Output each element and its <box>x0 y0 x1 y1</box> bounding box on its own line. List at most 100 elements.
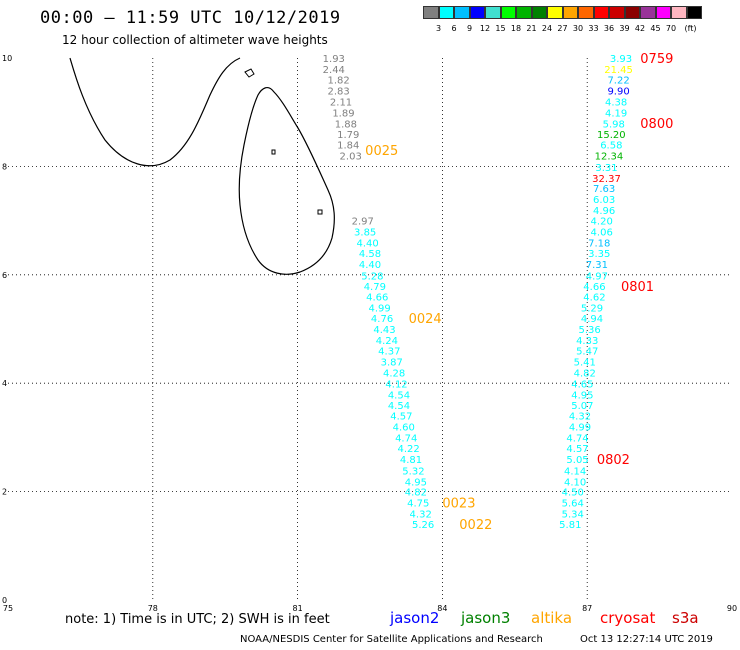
swh-value: 4.82 <box>405 488 427 499</box>
swh-value: 4.95 <box>405 477 427 488</box>
coast-islet-3 <box>317 209 323 215</box>
swh-value: 4.50 <box>562 488 584 499</box>
swh-value: 4.33 <box>576 336 598 347</box>
swh-value: 4.54 <box>388 401 410 412</box>
pass-time-label: 0801 <box>621 280 654 295</box>
swh-value: 12.34 <box>595 152 624 163</box>
swh-value: 4.20 <box>591 217 613 228</box>
swh-value: 5.32 <box>402 466 424 477</box>
satellite-altika: altika <box>531 609 573 627</box>
swh-value: 5.47 <box>576 347 598 358</box>
color-scale-label: 36 <box>603 24 615 33</box>
swh-value: 32.37 <box>592 174 621 185</box>
color-swatch <box>485 6 501 19</box>
pass-time-label: 0022 <box>459 518 492 533</box>
generated-timestamp: Oct 13 12:27:14 UTC 2019 <box>580 634 713 645</box>
axes: 75 78 81 84 87 90 0 2 4 6 8 10 <box>2 54 737 613</box>
color-swatch <box>562 6 578 19</box>
swh-value: 3.85 <box>354 227 376 238</box>
x-tick-label: 78 <box>148 604 158 613</box>
swh-value: 2.44 <box>323 65 345 76</box>
y-tick-label: 6 <box>2 271 7 280</box>
swh-value: 4.81 <box>400 455 422 466</box>
swh-value: 7.31 <box>586 260 608 271</box>
swh-value: 2.97 <box>352 217 374 228</box>
color-swatch <box>640 6 656 19</box>
swh-value: 5.28 <box>361 271 383 282</box>
chart-title: 00:00 – 11:59 UTC 10/12/2019 <box>40 8 341 28</box>
pass-time-labels: 0025 0024 0023 0022 0759 0800 0801 0802 <box>365 52 673 533</box>
color-scale-label: 9 <box>466 24 473 33</box>
swh-value: 5.26 <box>412 520 434 531</box>
swh-value: 7.22 <box>607 76 629 87</box>
color-scale-label: 70 <box>665 24 677 33</box>
color-swatch <box>516 6 532 19</box>
swh-value: 1.79 <box>337 130 359 141</box>
pass-time-label: 0024 <box>409 312 442 327</box>
swh-value: 4.40 <box>356 238 378 249</box>
color-swatch <box>624 6 640 19</box>
swh-value: 4.37 <box>378 347 400 358</box>
swh-value: 5.41 <box>574 358 596 369</box>
pass-time-label: 0023 <box>442 496 475 511</box>
swh-value: 4.22 <box>397 444 419 455</box>
swh-value: 4.66 <box>366 292 388 303</box>
swh-value: 4.19 <box>605 109 627 120</box>
color-scale-label: 15 <box>495 24 506 33</box>
swh-value: 5.34 <box>562 509 584 520</box>
swh-value: 4.38 <box>605 97 627 108</box>
swh-value: 4.99 <box>569 423 591 434</box>
color-swatch <box>547 6 563 19</box>
swh-value: 5.07 <box>571 401 593 412</box>
swh-value: 4.76 <box>371 314 393 325</box>
credit-line: NOAA/NESDIS Center for Satellite Applica… <box>240 634 543 645</box>
swh-value: 7.18 <box>588 238 610 249</box>
color-scale-label: 18 <box>510 24 522 33</box>
swh-value: 3.31 <box>595 163 617 174</box>
x-tick-label: 84 <box>437 604 447 613</box>
color-swatch <box>578 6 594 19</box>
y-tick-label: 0 <box>2 596 7 605</box>
swh-value: 4.12 <box>385 380 407 391</box>
swh-value: 4.60 <box>393 423 415 434</box>
swh-value: 4.75 <box>407 498 429 509</box>
swh-value: 4.24 <box>376 336 398 347</box>
color-scale-label: (ft) <box>684 24 697 33</box>
color-swatch <box>593 6 609 19</box>
swh-value: 4.06 <box>591 227 613 238</box>
color-scale-label: 45 <box>650 24 661 33</box>
coast-islet-1 <box>244 68 255 78</box>
swh-value: 4.54 <box>388 391 410 402</box>
color-scale-label: 33 <box>588 24 599 33</box>
color-scale-label: 42 <box>634 24 646 33</box>
swh-value: 1.82 <box>327 76 349 87</box>
swh-value: 7.63 <box>593 184 615 195</box>
color-swatch <box>423 6 439 19</box>
swh-value: 1.89 <box>332 109 354 120</box>
pass-time-label: 0759 <box>640 52 673 67</box>
swh-values: 1.932.441.822.832.111.891.881.791.842.03… <box>323 54 633 531</box>
swh-value: 9.90 <box>607 87 629 98</box>
color-scale-label: 27 <box>557 24 568 33</box>
swh-value: 4.97 <box>586 271 608 282</box>
swh-value: 4.94 <box>581 314 603 325</box>
y-tick-label: 2 <box>2 488 7 497</box>
color-scale-label: 21 <box>526 24 537 33</box>
swh-value: 4.40 <box>359 260 381 271</box>
pass-time-label: 0025 <box>365 144 398 159</box>
india-coastline <box>69 57 241 167</box>
swh-value: 4.10 <box>564 477 586 488</box>
satellite-s3a: s3a <box>672 609 699 627</box>
swh-value: 1.84 <box>337 141 359 152</box>
swh-value: 5.36 <box>578 325 600 336</box>
swh-value: 4.96 <box>593 206 615 217</box>
color-swatch <box>469 6 485 19</box>
chart-subtitle: 12 hour collection of altimeter wave hei… <box>62 33 328 47</box>
swh-value: 4.57 <box>390 412 412 423</box>
sri-lanka-coastline <box>69 57 335 275</box>
color-swatch <box>686 6 702 19</box>
color-scale-label: 12 <box>479 24 491 33</box>
swh-value: 3.87 <box>381 358 403 369</box>
swh-value: 4.58 <box>359 249 381 260</box>
